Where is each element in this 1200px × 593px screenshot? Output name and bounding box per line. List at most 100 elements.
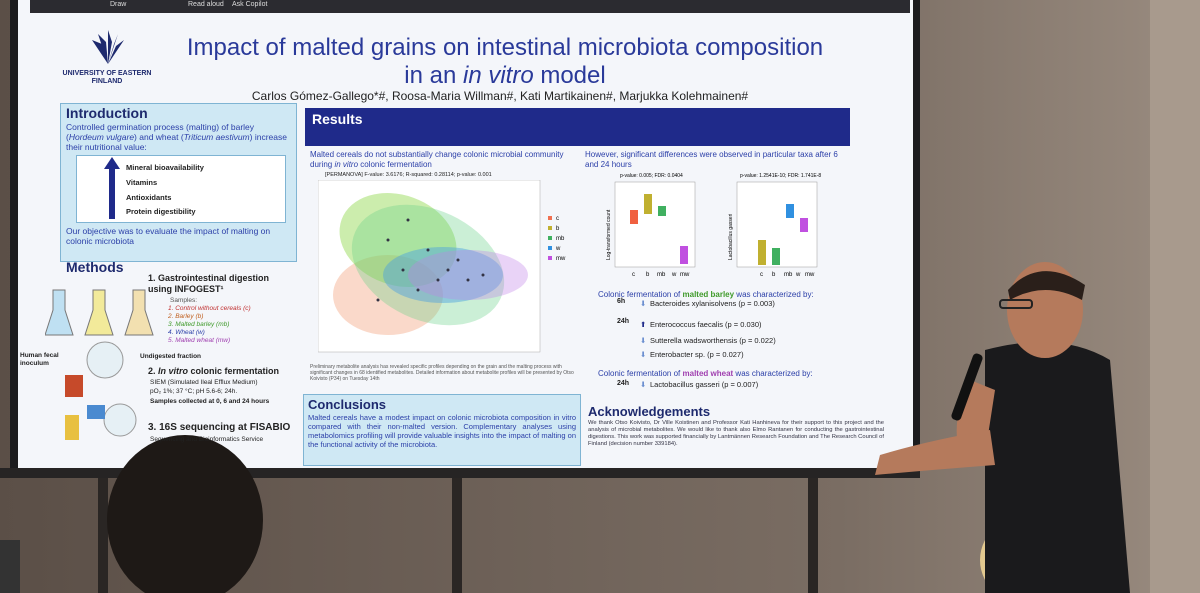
presenter-arm	[875, 430, 995, 475]
sample: 4. Wheat (w)	[168, 329, 205, 336]
step-detail: pO₂ 1%; 37 °C; pH 5.6-6; 24h.	[150, 388, 238, 395]
shape	[548, 236, 552, 240]
samples-label: Samples:	[170, 297, 198, 304]
title: in an in vitro model	[140, 62, 870, 91]
legend-label: mb	[556, 236, 565, 242]
text-part: Controlled germination process (malting)…	[66, 122, 255, 143]
taxon: Sutterella wadsworthensis (p = 0.022)	[650, 336, 776, 345]
step: 3. 16S sequencing at FISABIO	[148, 422, 291, 433]
arrow: ⬇	[640, 336, 647, 345]
shape	[426, 248, 430, 252]
time-label: 24h	[617, 318, 630, 325]
shape	[339, 192, 457, 288]
shape	[401, 268, 405, 272]
text-part: in vitro	[334, 159, 359, 169]
benefit: Mineral bioavailability	[126, 163, 204, 172]
shape	[548, 226, 552, 230]
x-label: mb	[784, 272, 793, 278]
results-text: However, significant differences were ob…	[585, 150, 838, 169]
shape	[65, 375, 83, 397]
taxon: Enterococcus faecalis (p = 0.030)	[650, 320, 762, 329]
text-part: was characterized by:	[734, 290, 814, 299]
shape	[383, 247, 503, 303]
shape	[800, 218, 808, 232]
arrow: ⬇	[640, 380, 647, 389]
text-part: 2.	[148, 366, 159, 376]
shape	[87, 405, 105, 419]
up-arrow	[104, 157, 120, 219]
arrow: ⬇	[640, 299, 647, 308]
step: 2. In vitro colonic fermentation	[148, 366, 279, 377]
shape	[758, 240, 766, 265]
shape	[92, 30, 124, 64]
conclusions-box	[303, 394, 581, 466]
x-label: w	[795, 272, 801, 278]
toolbar-button[interactable]: Read aloud	[188, 1, 224, 8]
shape	[658, 206, 666, 216]
benefit: Vitamins	[126, 178, 158, 187]
box-plots: p-value: 0.005; FDR: 0.0404 24h Log-tran…	[606, 173, 821, 278]
toolbar-bar	[30, 0, 910, 13]
microphone	[951, 353, 983, 421]
logo-text: UNIVERSITY OF EASTERN FINLAND	[62, 70, 152, 86]
x-label: c	[632, 272, 635, 278]
text-part: malted barley	[682, 290, 735, 299]
metabolite-note: Preliminary metabolite analysis has reve…	[310, 364, 574, 382]
title-part: in an	[404, 62, 463, 89]
shape	[446, 268, 450, 272]
step-detail: SIEM (Simulated Ileal Efflux Medium)	[150, 379, 258, 386]
toolbar-button[interactable]: Ask Copilot	[232, 1, 268, 8]
authors: Carlos Gómez-Gallego*#, Roosa-Maria Will…	[251, 89, 749, 103]
shape: c b mb w mw c b mb w mw	[632, 272, 815, 278]
shape	[45, 289, 74, 336]
shape	[65, 415, 79, 440]
taxon: Lactobacillus gasseri (p = 0.007)	[650, 380, 759, 389]
toolbar-button[interactable]: Draw	[110, 1, 127, 8]
benefit: Antioxidants	[126, 193, 172, 202]
heading: Conclusions	[308, 397, 387, 412]
text-part: Colonic fermentation of	[598, 369, 683, 378]
shape	[786, 204, 794, 218]
heading: Results	[312, 111, 363, 127]
fraction-label: Undigested fraction	[140, 353, 202, 360]
shape	[333, 255, 443, 335]
shape	[630, 210, 638, 224]
x-label: mw	[805, 272, 815, 278]
intro-text: Controlled germination process (malting)…	[66, 122, 291, 153]
presenter-body	[985, 342, 1130, 593]
text-part: Triticum aestivum	[183, 132, 250, 143]
arrow: ⬆	[640, 320, 647, 329]
arrow: ⬇	[640, 350, 647, 359]
permanova: [PERMANOVA] F-value: 3.6176; R-squared: …	[325, 172, 492, 178]
p-value: p-value: 0.005; FDR: 0.0404	[620, 173, 683, 179]
logo-mark	[92, 30, 124, 64]
axis-label: Lactobacillus gasseri	[728, 214, 734, 260]
stand-leg	[808, 478, 818, 593]
text-part: ) and wheat (	[134, 132, 184, 143]
x-label: mw	[680, 272, 690, 278]
shape	[772, 248, 780, 265]
shape	[351, 204, 505, 326]
text-part: ) increase their nutritional value:	[66, 132, 287, 153]
shape	[104, 157, 120, 219]
x-label: b	[772, 272, 776, 278]
legend-label: c	[556, 216, 559, 222]
conclusions-text: Malted cereals have a modest impact on c…	[308, 413, 576, 449]
inoculum-label: Human fecal inoculum	[20, 352, 59, 367]
stand-bar	[0, 468, 920, 478]
audience-head	[107, 435, 263, 593]
step-detail: Samples collected at 0, 6 and 24 hours	[150, 398, 270, 405]
shape	[548, 246, 552, 250]
legend-label: b	[556, 226, 560, 232]
shape	[124, 289, 154, 336]
shape	[548, 216, 552, 220]
shape	[386, 238, 390, 242]
presenter-hair	[1008, 271, 1085, 300]
shape	[456, 258, 460, 262]
legend-label: mw	[556, 256, 566, 262]
text-part: colonic fermentation	[188, 366, 280, 376]
heading: Acknowledgements	[588, 404, 711, 419]
text-part: Malted cereals do not substantially chan…	[310, 150, 564, 169]
stand-leg	[98, 478, 108, 593]
